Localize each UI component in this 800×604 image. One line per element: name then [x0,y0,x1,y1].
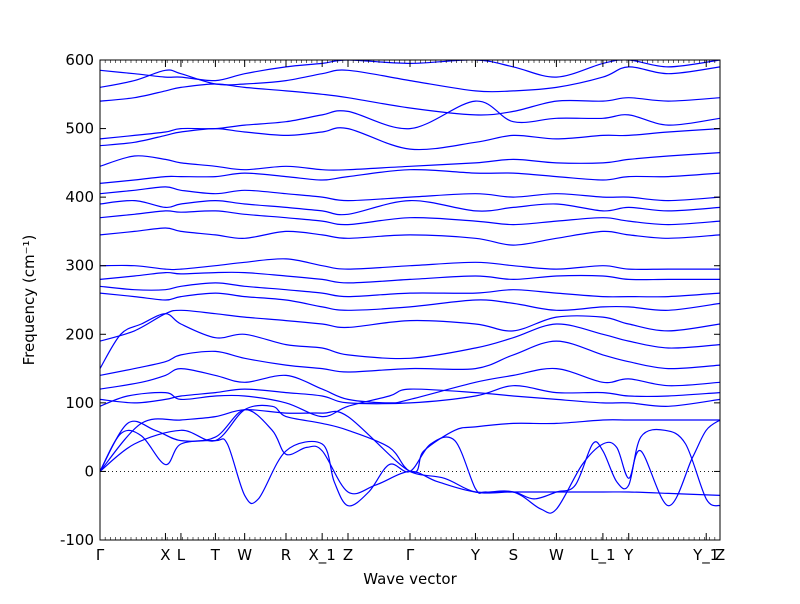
x-tick-label: Z [343,546,353,564]
x-tick-label: Z [715,546,725,564]
band-line-10 [100,309,720,342]
phonon-bands [100,60,720,514]
band-line-17 [100,199,720,216]
y-tick-label: 600 [65,51,94,69]
x-tick-label: Y [470,546,481,564]
x-tick-label: L_1 [590,546,615,565]
x-tick-label: Y_1 [692,546,719,565]
y-axis-label: Frequency (cm⁻¹) [20,235,38,366]
y-tick-label: 0 [84,462,94,480]
x-tick-label: T [210,546,221,564]
band-line-6 [100,385,720,405]
y-axis-ticks: -100 0 100 200 300 400 500 600 [60,51,720,549]
x-tick-label: W [237,546,252,564]
x-axis-label: Wave vector [363,570,457,588]
y-tick-label: 300 [65,257,94,275]
band-line-7 [100,367,720,404]
y-tick-label: -100 [60,531,94,549]
x-tick-label: R [281,546,291,564]
band-line-11 [100,292,720,311]
band-line-12 [100,282,720,298]
band-line-16 [100,210,720,226]
y-tick-label: 500 [65,120,94,138]
x-tick-label: X [160,546,170,564]
y-tick-label: 200 [65,325,94,343]
y-tick-label: 400 [65,188,94,206]
x-tick-label: Γ [406,546,415,564]
band-line-19 [100,169,720,184]
band-line-22 [100,100,720,140]
y-tick-label: 100 [65,394,94,412]
x-tick-label: W [549,546,564,564]
band-line-13 [100,271,720,284]
band-line-5 [100,388,720,418]
x-tick-label: Y [623,546,634,564]
x-tick-label: X_1 [309,546,336,565]
band-line-4 [100,409,720,474]
plot-area [100,60,720,540]
x-axis-ticks: Γ X L T W R X_1 Z Γ Y S W L_1 Y Y_1Z [96,60,725,565]
band-line-2 [100,409,720,514]
band-line-15 [100,227,720,246]
band-line-18 [100,186,720,202]
band-line-21 [100,127,720,151]
band-line-3 [100,404,720,496]
band-line-1 [100,428,720,507]
x-tick-label: L [177,546,186,564]
band-line-14 [100,258,720,271]
band-line-24 [100,66,720,93]
band-line-20 [100,152,720,171]
band-line-8 [100,340,720,376]
x-tick-label: S [509,546,519,564]
x-tick-label: Γ [96,546,105,564]
band-line-23 [100,83,720,116]
